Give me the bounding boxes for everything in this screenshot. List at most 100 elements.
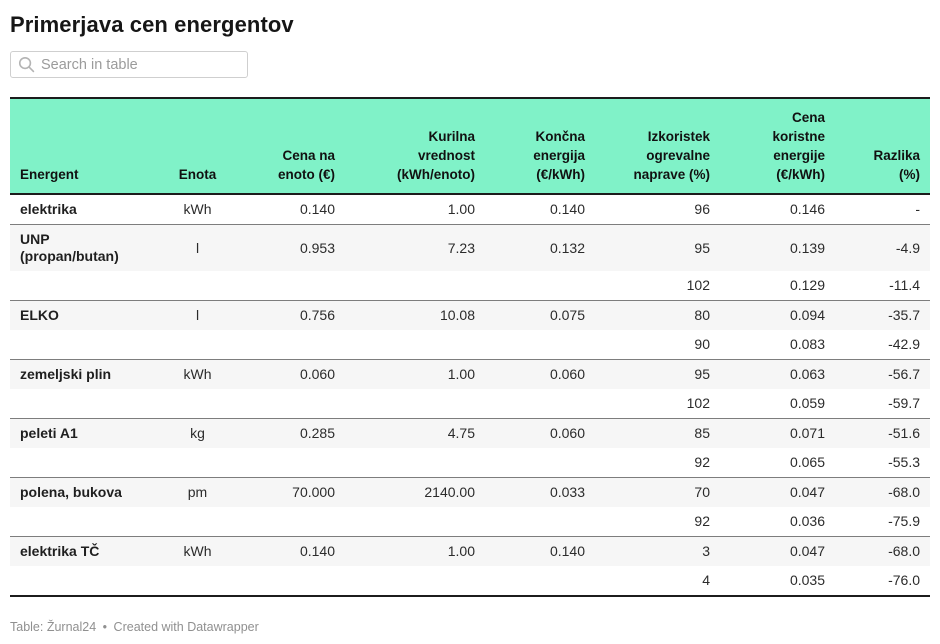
cell-enota: l — [160, 224, 235, 271]
cell-enota: l — [160, 300, 235, 330]
cell-izkoristek: 95 — [595, 224, 720, 271]
cell-izkoristek: 102 — [686, 277, 710, 293]
column-header-kurilna-vrednost[interactable]: Kurilna vrednost (kWh/enoto) — [345, 98, 485, 195]
cell-cena-koristne: 0.071 — [720, 418, 835, 448]
column-header-cena-koristne[interactable]: Cena koristne energije (€/kWh) — [720, 98, 835, 195]
cell-kurilna-vrednost: 4.75 — [345, 418, 485, 448]
cell-kurilna-vrednost: 1.00 — [345, 359, 485, 389]
cell-cena-na-enoto — [235, 389, 345, 419]
column-header-enota[interactable]: Enota — [160, 98, 235, 195]
table-row: peleti A1 kg 0.285 4.75 0.060 85 0.071 -… — [10, 418, 930, 448]
cell-energent: peleti A1 — [10, 418, 160, 448]
column-header-izkoristek[interactable]: Izkoristek ogrevalne naprave (%) — [595, 98, 720, 195]
cell-energent: UNP (propan/butan) — [10, 224, 160, 271]
cell-koncna-energija — [485, 448, 595, 478]
column-header-energent[interactable]: Energent — [10, 98, 160, 195]
cell-kurilna-vrednost — [345, 507, 485, 537]
cell-cena-koristne: 0.036 — [789, 513, 825, 529]
cell-enota: kWh — [160, 536, 235, 566]
cell-cena-koristne: 0.065 — [789, 454, 825, 470]
cell-koncna-energija: 0.060 — [485, 359, 595, 389]
cell-energent: polena, bukova — [10, 477, 160, 507]
cell-energent: elektrika — [20, 201, 77, 217]
cell-enota — [160, 389, 235, 419]
table-footer: Table: Žurnal24 • Created with Datawrapp… — [10, 620, 930, 634]
cell-energent: ELKO — [10, 300, 160, 330]
footer-source-link[interactable]: Žurnal24 — [46, 620, 97, 634]
cell-koncna-energija: 0.140 — [485, 536, 595, 566]
cell-energent — [10, 566, 160, 596]
cell-kurilna-vrednost: 10.08 — [345, 300, 485, 330]
cell-razlika: -56.7 — [835, 359, 930, 389]
cell-koncna-energija: 0.033 — [485, 477, 595, 507]
table-header: Energent Enota Cena na enoto (€) Kurilna… — [10, 98, 930, 195]
cell-koncna-energija — [485, 507, 595, 537]
cell-cena-na-enoto — [235, 330, 345, 360]
cell-cena-na-enoto: 0.285 — [235, 418, 345, 448]
cell-izkoristek: 70 — [595, 477, 720, 507]
cell-koncna-energija: 0.140 — [549, 201, 585, 217]
cell-izkoristek: 102 — [686, 395, 710, 411]
cell-kurilna-vrednost: 2140.00 — [345, 477, 485, 507]
cell-izkoristek: 92 — [694, 513, 710, 529]
cell-enota: pm — [160, 477, 235, 507]
cell-razlika: -68.0 — [835, 536, 930, 566]
cell-energent — [10, 507, 160, 537]
table-row: UNP (propan/butan) l 0.953 7.23 0.132 95… — [10, 224, 930, 271]
cell-razlika: -75.9 — [888, 513, 920, 529]
cell-kurilna-vrednost — [345, 448, 485, 478]
table-search — [10, 51, 248, 78]
cell-cena-koristne: 0.059 — [789, 395, 825, 411]
table-row: 102 0.059 -59.7 — [10, 389, 930, 419]
cell-razlika: - — [915, 201, 920, 217]
cell-razlika: -4.9 — [835, 224, 930, 271]
footer-credit-link[interactable]: Created with Datawrapper — [113, 620, 259, 634]
cell-enota: kWh — [160, 359, 235, 389]
cell-razlika: -68.0 — [835, 477, 930, 507]
cell-kurilna-vrednost: 7.23 — [345, 224, 485, 271]
column-header-koncna-energija[interactable]: Končna energija (€/kWh) — [485, 98, 595, 195]
table-row: 102 0.129 -11.4 — [10, 271, 930, 301]
cell-kurilna-vrednost — [345, 566, 485, 596]
cell-koncna-energija — [485, 389, 595, 419]
cell-enota — [160, 271, 235, 301]
table-row: zemeljski plin kWh 0.060 1.00 0.060 95 0… — [10, 359, 930, 389]
cell-kurilna-vrednost: 1.00 — [447, 201, 475, 217]
cell-cena-na-enoto: 0.060 — [235, 359, 345, 389]
cell-enota — [160, 330, 235, 360]
cell-energent — [10, 389, 160, 419]
table-row: elektrika TČ kWh 0.140 1.00 0.140 3 0.04… — [10, 536, 930, 566]
cell-cena-na-enoto — [235, 507, 345, 537]
cell-energent — [10, 271, 160, 301]
cell-koncna-energija — [485, 330, 595, 360]
table-row: 4 0.035 -76.0 — [10, 566, 930, 596]
cell-cena-na-enoto: 0.140 — [235, 536, 345, 566]
column-header-razlika[interactable]: Razlika (%) — [835, 98, 930, 195]
cell-izkoristek: 96 — [694, 201, 710, 217]
cell-cena-na-enoto: 70.000 — [235, 477, 345, 507]
cell-cena-koristne: 0.129 — [789, 277, 825, 293]
cell-cena-na-enoto: 0.953 — [235, 224, 345, 271]
cell-razlika: -51.6 — [835, 418, 930, 448]
cell-koncna-energija: 0.132 — [485, 224, 595, 271]
footer-separator: • — [102, 620, 108, 634]
cell-izkoristek: 90 — [694, 336, 710, 352]
table-row: ELKO l 0.756 10.08 0.075 80 0.094 -35.7 — [10, 300, 930, 330]
search-input[interactable] — [10, 51, 248, 78]
cell-cena-koristne: 0.083 — [789, 336, 825, 352]
cell-kurilna-vrednost — [345, 271, 485, 301]
column-header-cena-na-enoto[interactable]: Cena na enoto (€) — [235, 98, 345, 195]
cell-enota — [160, 566, 235, 596]
table-row: 92 0.036 -75.9 — [10, 507, 930, 537]
cell-izkoristek: 85 — [595, 418, 720, 448]
cell-enota — [160, 507, 235, 537]
table-body: elektrika kWh 0.140 1.00 0.140 96 0.146 … — [10, 194, 930, 596]
energy-price-table: Energent Enota Cena na enoto (€) Kurilna… — [10, 97, 930, 597]
cell-kurilna-vrednost — [345, 389, 485, 419]
cell-enota — [160, 448, 235, 478]
cell-enota: kg — [160, 418, 235, 448]
cell-razlika: -59.7 — [888, 395, 920, 411]
cell-kurilna-vrednost — [345, 330, 485, 360]
cell-razlika: -76.0 — [888, 572, 920, 588]
cell-cena-koristne: 0.047 — [720, 477, 835, 507]
